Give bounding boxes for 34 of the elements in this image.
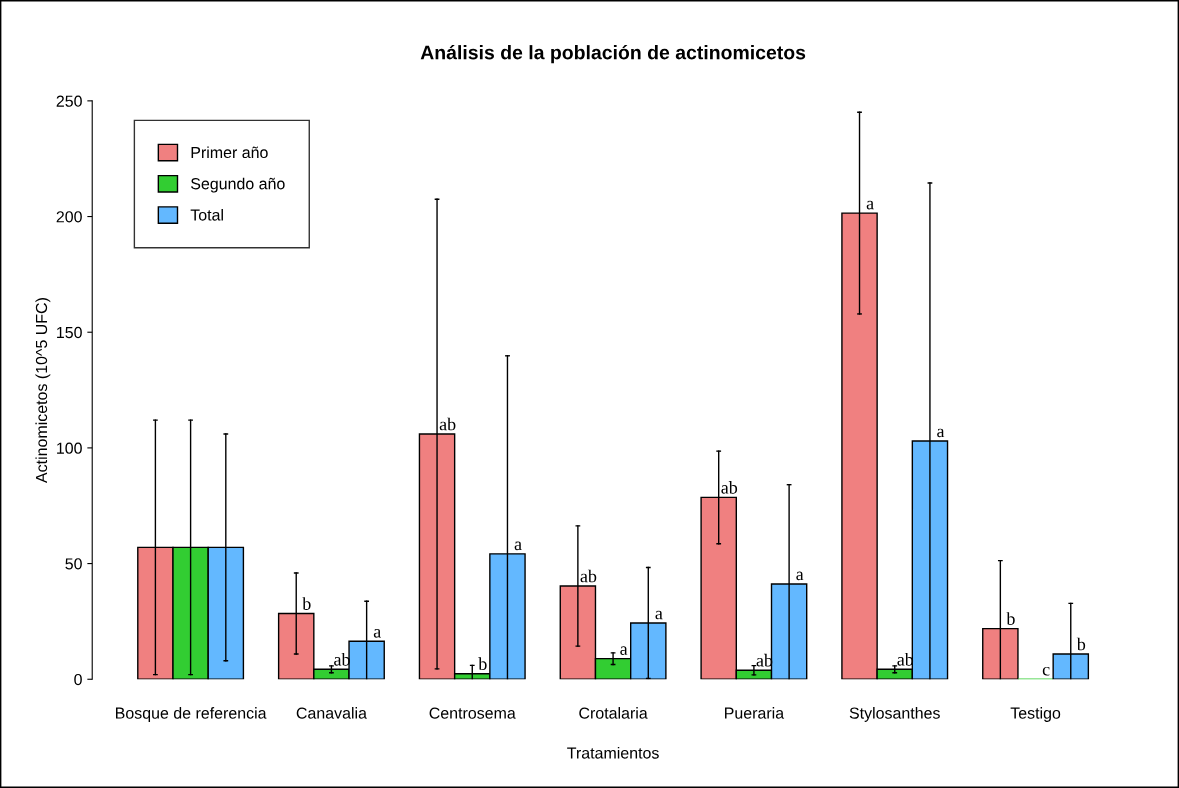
data-label: b	[1006, 612, 1015, 625]
data-label: b	[1076, 637, 1086, 651]
data-label: b	[302, 597, 311, 610]
x-tick-label: Centrosema	[429, 707, 516, 719]
y-tick-label: 50	[65, 558, 82, 570]
x-tick-label: Stylosanthes	[849, 707, 940, 722]
data-label: a	[796, 571, 804, 581]
x-tick-label: Canavalia	[296, 707, 367, 719]
data-label: ab	[580, 569, 597, 583]
x-tick-label: Crotalaria	[579, 707, 648, 719]
legend-label: Primer año	[191, 146, 268, 159]
chart-title: Análisis de la población de actinomicetos	[420, 44, 806, 64]
x-axis-title: Tratamientos	[567, 746, 659, 759]
legend-label: Segundo año	[191, 177, 285, 193]
legend-label: Total	[190, 208, 223, 221]
y-tick-label: 250	[56, 95, 82, 107]
x-tick-label: Pueraria	[725, 707, 785, 719]
data-label: a	[937, 428, 945, 438]
data-label: a	[620, 646, 628, 655]
data-label: ab	[721, 481, 738, 494]
data-label: a	[866, 200, 874, 210]
data-label: a	[655, 610, 663, 620]
data-label: a	[514, 541, 522, 551]
data-label: c	[1042, 666, 1050, 676]
data-label: a	[373, 629, 381, 638]
y-tick-label: 0	[74, 673, 82, 686]
data-label: ab	[439, 417, 456, 431]
x-tick-label: Testigo	[1010, 707, 1061, 722]
x-tick-label: Bosque de referencia	[116, 707, 267, 722]
data-label: b	[478, 657, 487, 671]
y-tick-label: 100	[57, 442, 82, 454]
y-tick-label: 150	[57, 326, 82, 339]
y-tick-label: 200	[56, 211, 82, 223]
y-axis-title: Actinomicetos (10^5 UFC)	[35, 298, 51, 483]
